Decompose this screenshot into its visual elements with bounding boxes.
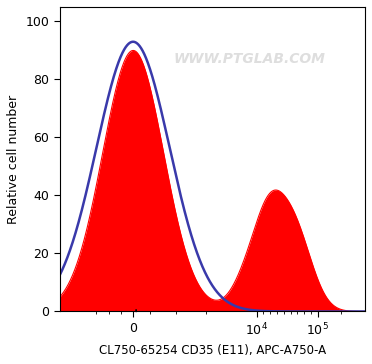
X-axis label: CL750-65254 CD35 (E11), APC-A750-A: CL750-65254 CD35 (E11), APC-A750-A <box>99 344 326 357</box>
Y-axis label: Relative cell number: Relative cell number <box>7 95 20 224</box>
Text: WWW.PTGLAB.COM: WWW.PTGLAB.COM <box>173 52 325 66</box>
